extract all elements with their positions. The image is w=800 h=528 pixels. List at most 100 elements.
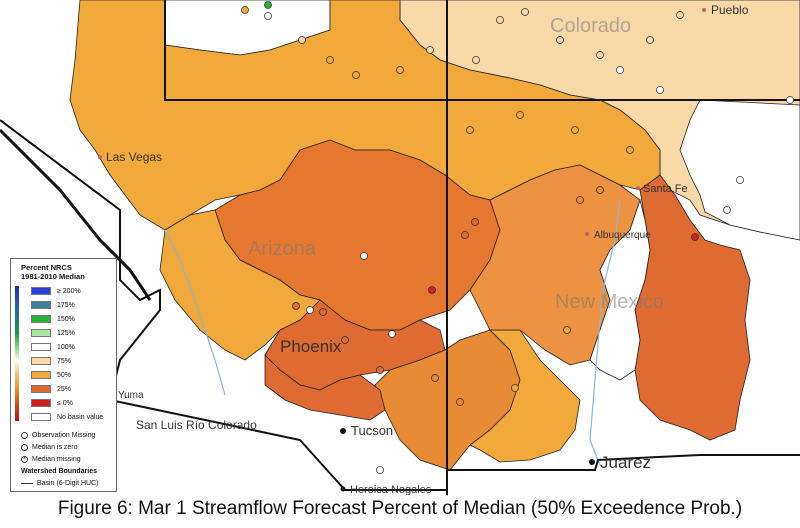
city-dot-santa-fe: [636, 186, 640, 190]
station-point: [723, 206, 731, 214]
station-point: [264, 12, 272, 20]
station-point: [341, 336, 349, 344]
basin-no-value-right: [679, 99, 800, 241]
station-point: [431, 374, 439, 382]
station-point: [656, 86, 664, 94]
station-point: [576, 196, 584, 204]
legend-label: 50%: [57, 372, 72, 379]
city-label-santa-fe: Santa Fe: [643, 183, 688, 195]
circle-icon: [21, 443, 28, 451]
legend-label: ≤ 0%: [57, 400, 73, 407]
legend-boundaries-title: Watershed Boundaries: [21, 468, 97, 475]
legend-symbol-label: Observation Missing: [32, 432, 96, 439]
legend-swatch: [31, 357, 51, 365]
legend-label: ≥ 200%: [57, 288, 81, 295]
station-point: [241, 6, 249, 14]
station-point: [571, 126, 579, 134]
station-point: [511, 384, 519, 392]
state-label-colorado: Colorado: [550, 15, 631, 37]
station-point: [646, 36, 654, 44]
station-point: [596, 51, 604, 59]
city-dot-pueblo: [702, 8, 706, 12]
station-point: [319, 308, 327, 316]
station-point: [376, 466, 384, 474]
streamflow-map: Colorado Arizona New Mexico Pueblo Las V…: [0, 0, 800, 495]
legend-label: 175%: [57, 302, 75, 309]
legend-symbol-label: Median is zero: [32, 444, 78, 451]
city-label-tucson: Tucson: [351, 423, 393, 438]
station-point: [426, 46, 434, 54]
legend-label: 150%: [57, 316, 75, 323]
station-point: [556, 36, 564, 44]
station-point: [306, 306, 314, 314]
station-point: [360, 252, 368, 260]
legend-label: 125%: [57, 330, 75, 337]
city-label-phoenix: Phoenix: [280, 337, 342, 356]
legend-title-line1: Percent NRCS: [21, 263, 72, 272]
legend-symbol-row: Median is zero: [21, 443, 78, 452]
station-point: [456, 398, 464, 406]
circle-icon: [21, 431, 28, 439]
city-label-heroica-nogales: Heroica Nogales: [350, 484, 432, 495]
station-point: [428, 286, 436, 294]
station-point: [466, 126, 474, 134]
legend-swatch: [31, 301, 51, 309]
line-icon: [21, 482, 33, 484]
legend-swatch: [31, 371, 51, 379]
city-label-san-luis: San Luis Río Colorado: [136, 418, 257, 432]
legend-symbol-label: Median missing: [32, 456, 81, 463]
station-point: [376, 366, 384, 374]
station-point: [326, 56, 334, 64]
circle-x-icon: ×: [21, 455, 28, 463]
city-dot-tucson: [340, 428, 346, 434]
legend-swatch: [31, 315, 51, 323]
legend-title-line2: 1981-2010 Median: [21, 272, 85, 281]
station-point: [626, 146, 634, 154]
station-point: [691, 233, 699, 241]
figure-caption: Figure 6: Mar 1 Streamflow Forecast Perc…: [57, 498, 743, 519]
basin-no-value-nm: [589, 198, 651, 381]
city-label-juarez: Juarez: [600, 453, 651, 472]
legend-swatch: [31, 413, 51, 421]
state-borders: [0, 0, 800, 495]
station-point: [736, 176, 744, 184]
station-point: [298, 36, 306, 44]
city-label-yuma: Yuma: [118, 390, 144, 401]
legend-label: 75%: [57, 358, 72, 365]
station-point: [496, 16, 504, 24]
river-colorado: [164, 229, 226, 396]
legend-swatch: [31, 385, 51, 393]
city-dot-albuquerque: [585, 232, 589, 236]
coastline: [0, 128, 152, 301]
city-dot-heroica-nogales: [340, 486, 346, 492]
legend-label: No basin value: [57, 414, 104, 421]
legend-symbol-row: × Median missing: [21, 455, 81, 464]
station-point: [352, 71, 360, 79]
station-point: [786, 96, 794, 104]
legend-swatch: [31, 329, 51, 337]
river-rio-grande: [589, 199, 621, 466]
station-point: [264, 1, 272, 9]
legend-swatch: [31, 399, 51, 407]
state-label-new-mexico: New Mexico: [555, 291, 664, 313]
station-point: [471, 218, 479, 226]
station-point: [292, 302, 300, 310]
station-point: [563, 326, 571, 334]
station-point: [516, 111, 524, 119]
city-markers: Pueblo Las Vegas Santa Fe Albuquerque Ph…: [98, 3, 749, 495]
legend-label: 25%: [57, 386, 72, 393]
city-label-albuquerque: Albuquerque: [594, 230, 651, 241]
basin-gila-lower: [264, 354, 386, 421]
legend-swatch: [31, 287, 51, 295]
city-label-pueblo: Pueblo: [711, 3, 749, 17]
station-point: [676, 11, 684, 19]
legend-label: 100%: [57, 344, 75, 351]
station-point: [396, 66, 404, 74]
legend-boundary-row: Basin (6-Digit HUC): [21, 479, 98, 488]
station-point: [521, 8, 529, 16]
legend-boundary-label: Basin (6-Digit HUC): [37, 480, 99, 487]
station-point: [616, 66, 624, 74]
legend-panel: Percent NRCS 1981-2010 Median ≥ 200% 175…: [10, 258, 117, 492]
legend-swatch: [31, 343, 51, 351]
state-label-arizona: Arizona: [248, 238, 317, 260]
